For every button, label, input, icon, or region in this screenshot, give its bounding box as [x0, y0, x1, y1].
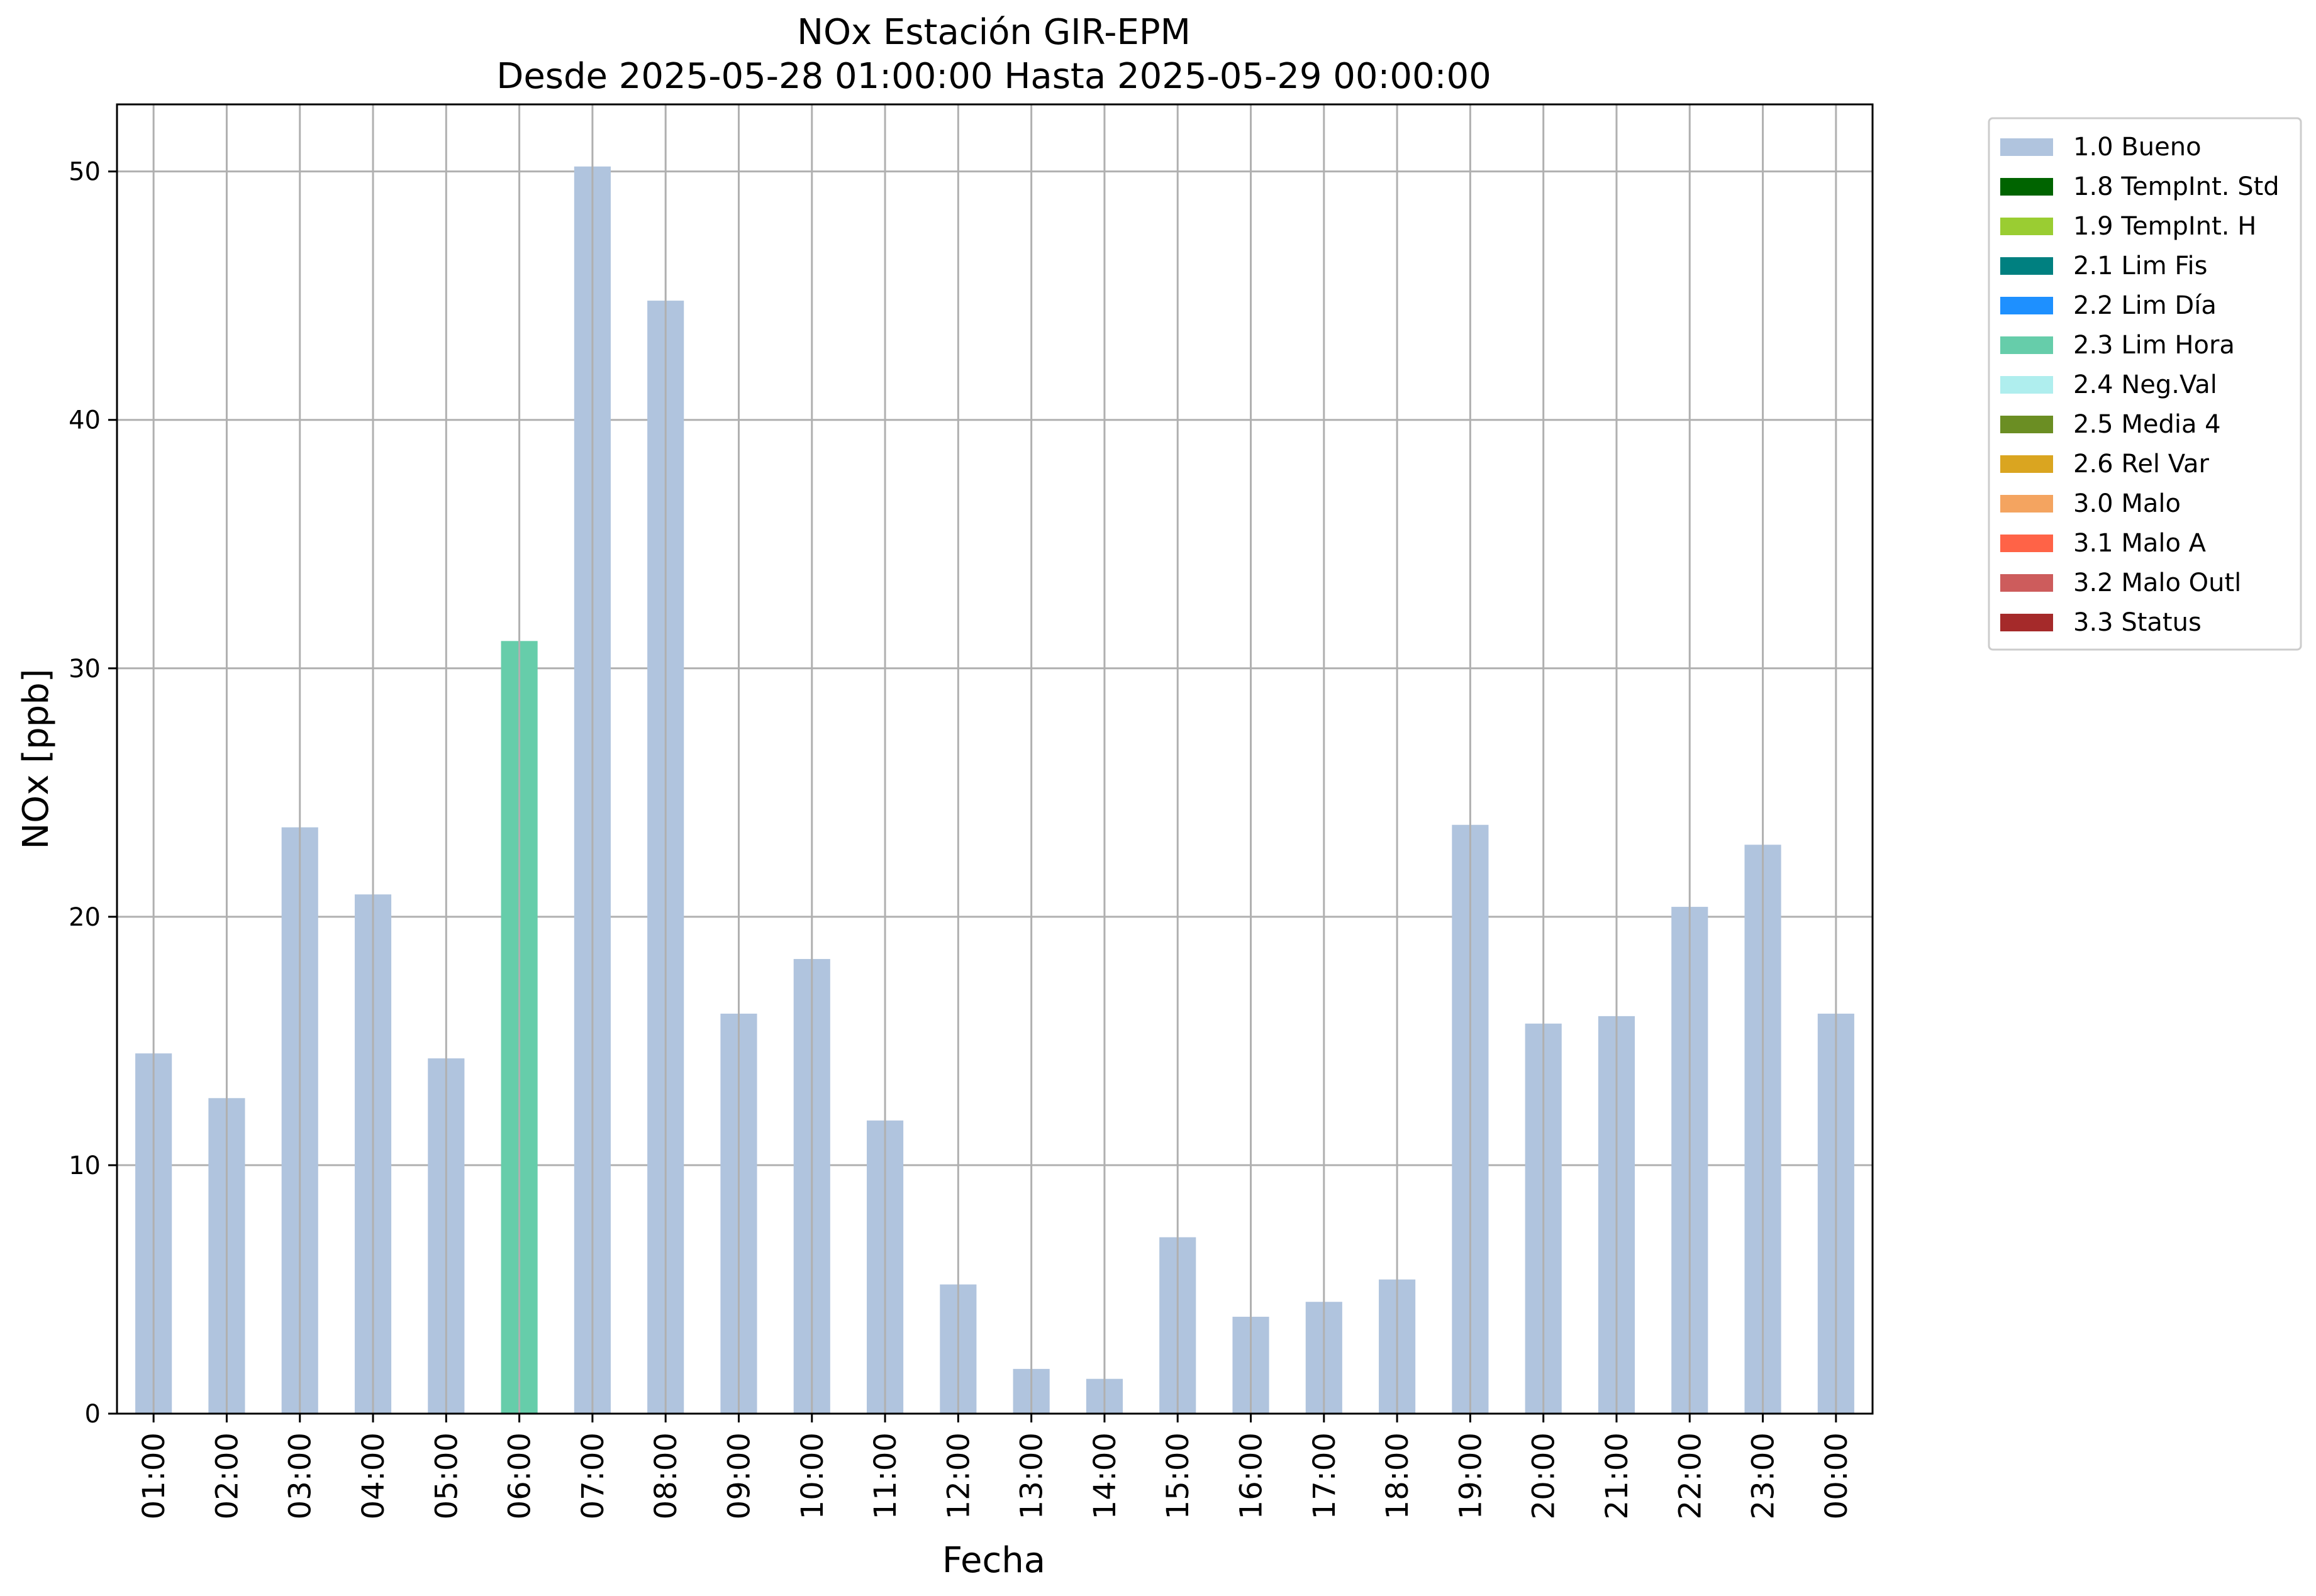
legend-entry-label: 3.0 Malo — [2073, 489, 2181, 518]
x-tick-label: 14:00 — [1088, 1433, 1123, 1519]
legend-swatch — [2000, 178, 2053, 196]
legend: 1.0 Bueno 1.8 TempInt. Std 1.9 TempInt. H 2… — [1988, 117, 2302, 651]
legend-entry-label: 1.0 Bueno — [2073, 133, 2202, 162]
x-tick-label: 03:00 — [283, 1433, 318, 1519]
chart-title: NOx Estación GIR-EPM — [797, 12, 1191, 53]
legend-entry-label: 3.3 Status — [2073, 608, 2202, 637]
legend-swatch — [2000, 138, 2053, 156]
plot-frame — [116, 103, 1874, 1415]
y-axis-label: NOx [ppb] — [16, 668, 57, 849]
x-tick-label: 17:00 — [1307, 1433, 1342, 1519]
x-tick-label: 06:00 — [503, 1433, 538, 1519]
legend-swatch — [2000, 495, 2053, 513]
legend-entry-label: 2.2 Lim Día — [2073, 291, 2217, 320]
legend-swatch — [2000, 416, 2053, 433]
x-tick-label: 20:00 — [1527, 1433, 1562, 1519]
x-tick-label: 15:00 — [1161, 1433, 1196, 1519]
legend-entry-label: 3.2 Malo Outl — [2073, 568, 2241, 597]
x-tick-label: 13:00 — [1015, 1433, 1050, 1519]
legend-entry-label: 2.6 Rel Var — [2073, 450, 2210, 479]
y-tick-label: 30 — [69, 655, 101, 684]
x-tick-label: 23:00 — [1746, 1433, 1781, 1519]
legend-swatch — [2000, 535, 2053, 552]
x-tick-label: 07:00 — [576, 1433, 611, 1519]
y-axis-ticks: 0 10 20 30 40 50 — [69, 158, 117, 1429]
x-tick-label: 02:00 — [209, 1433, 245, 1519]
y-tick-label: 40 — [69, 406, 101, 435]
y-tick-label: 10 — [69, 1151, 101, 1180]
x-tick-label: 05:00 — [429, 1433, 464, 1519]
chart-subtitle: Desde 2025-05-28 01:00:00 Hasta 2025-05-… — [496, 56, 1491, 97]
legend-entry-label: 2.4 Neg.Val — [2073, 370, 2217, 399]
x-tick-label: 09:00 — [721, 1433, 757, 1519]
legend-swatch — [2000, 336, 2053, 354]
legend-swatch — [2000, 297, 2053, 314]
vertical-grid-lines — [152, 104, 1837, 1414]
legend-entry-label: 1.8 TempInt. Std — [2073, 172, 2280, 201]
x-axis-label: Fecha — [942, 1540, 1045, 1581]
y-tick-label: 50 — [69, 158, 101, 187]
legend-box — [1988, 117, 2302, 651]
legend-swatch — [2000, 455, 2053, 473]
x-tick-label: 12:00 — [941, 1433, 976, 1519]
legend-entry-label: 2.1 Lim Fis — [2073, 252, 2207, 280]
x-tick-label: 01:00 — [136, 1433, 172, 1519]
x-tick-label: 04:00 — [356, 1433, 391, 1519]
x-tick-label: 10:00 — [795, 1433, 830, 1519]
legend-swatch — [2000, 376, 2053, 394]
legend-entry-label: 3.1 Malo A — [2073, 529, 2207, 558]
legend-entry-label: 1.9 TempInt. H — [2073, 212, 2256, 241]
x-tick-label: 21:00 — [1600, 1433, 1635, 1519]
x-tick-label: 08:00 — [649, 1433, 684, 1519]
y-tick-label: 0 — [85, 1400, 101, 1429]
legend-entry-label: 2.5 Media 4 — [2073, 410, 2221, 439]
x-tick-label: 00:00 — [1819, 1433, 1854, 1519]
x-axis-ticks: 01:00 02:00 03:00 04:00 05:00 06:00 07:00 08:00… — [136, 1414, 1854, 1519]
legend-swatch — [2000, 218, 2053, 235]
legend-swatch — [2000, 257, 2053, 275]
x-tick-label: 18:00 — [1380, 1433, 1415, 1519]
legend-entry-label: 2.3 Lim Hora — [2073, 331, 2235, 360]
x-tick-label: 11:00 — [868, 1433, 903, 1519]
x-tick-label: 19:00 — [1453, 1433, 1488, 1519]
legend-swatch — [2000, 614, 2053, 631]
legend-swatch — [2000, 574, 2053, 592]
y-tick-label: 20 — [69, 903, 101, 932]
x-tick-label: 16:00 — [1234, 1433, 1269, 1519]
x-tick-label: 22:00 — [1673, 1433, 1708, 1519]
